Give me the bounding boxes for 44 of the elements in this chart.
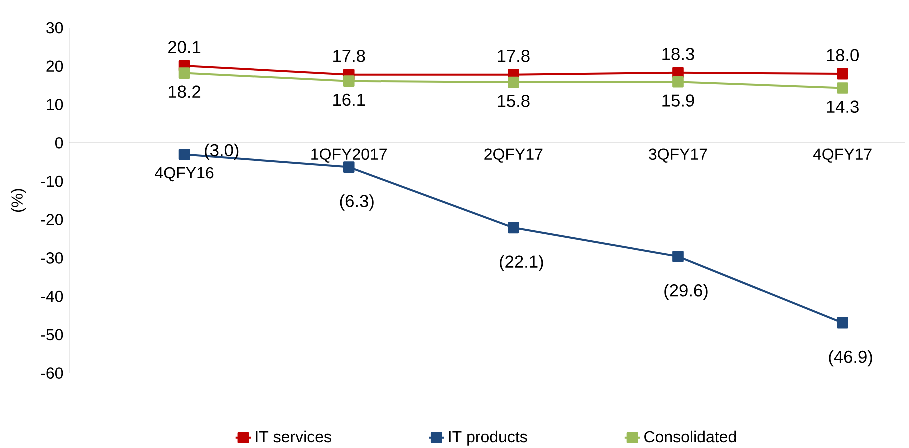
point: [837, 68, 848, 80]
x-tick-label: 3QFY17: [649, 148, 708, 163]
point: [672, 251, 684, 262]
data-label: 14.3: [827, 100, 859, 114]
data-label: 17.8: [498, 50, 530, 62]
y-tick-label: 30: [46, 22, 64, 34]
legend-label: IT services: [256, 430, 332, 443]
y-tick-label: -60: [41, 368, 64, 379]
x-tick-label: 4QFY16: [155, 167, 214, 182]
legend-label: IT products: [449, 430, 528, 446]
y-tick-label: -10: [41, 176, 64, 188]
point: [672, 76, 684, 88]
y-tick-label: 0: [55, 137, 64, 149]
y-tick-label: 20: [46, 60, 64, 72]
data-label: 16.1: [334, 94, 366, 106]
data-label: 20.1: [168, 41, 201, 54]
y-tick-label: -30: [41, 252, 64, 264]
x-tick-label: 1QFY2017: [312, 148, 387, 163]
point: [508, 76, 520, 88]
y-tick-label: -50: [41, 329, 64, 341]
point: [837, 82, 848, 94]
data-label: (6.3): [340, 194, 374, 211]
data-label: 18.2: [168, 86, 201, 98]
data-label: 18.3: [662, 48, 694, 60]
data-label: (3.0): [205, 144, 239, 160]
data-label: (22.1): [500, 255, 544, 272]
data-label: 15.8: [498, 95, 530, 108]
data-label: 15.9: [662, 94, 694, 107]
point: [343, 76, 355, 87]
data-label: 17.8: [334, 50, 366, 62]
legend-label: Consolidated: [644, 430, 736, 443]
data-label: (29.6): [664, 284, 708, 300]
data-label: (46.9): [829, 350, 872, 367]
point: [178, 148, 190, 160]
y-tick-label: -40: [41, 290, 64, 302]
point: [837, 317, 848, 329]
x-tick-label: 4QFY17: [813, 148, 872, 163]
y-tick-label: -20: [41, 214, 64, 226]
point: [178, 68, 190, 79]
x-tick-label: 2QFY17: [484, 148, 543, 163]
point: [508, 222, 520, 234]
y-tick-label: 10: [47, 99, 64, 110]
data-label: 18.0: [827, 49, 859, 62]
y-axis-title: (%): [11, 189, 26, 212]
